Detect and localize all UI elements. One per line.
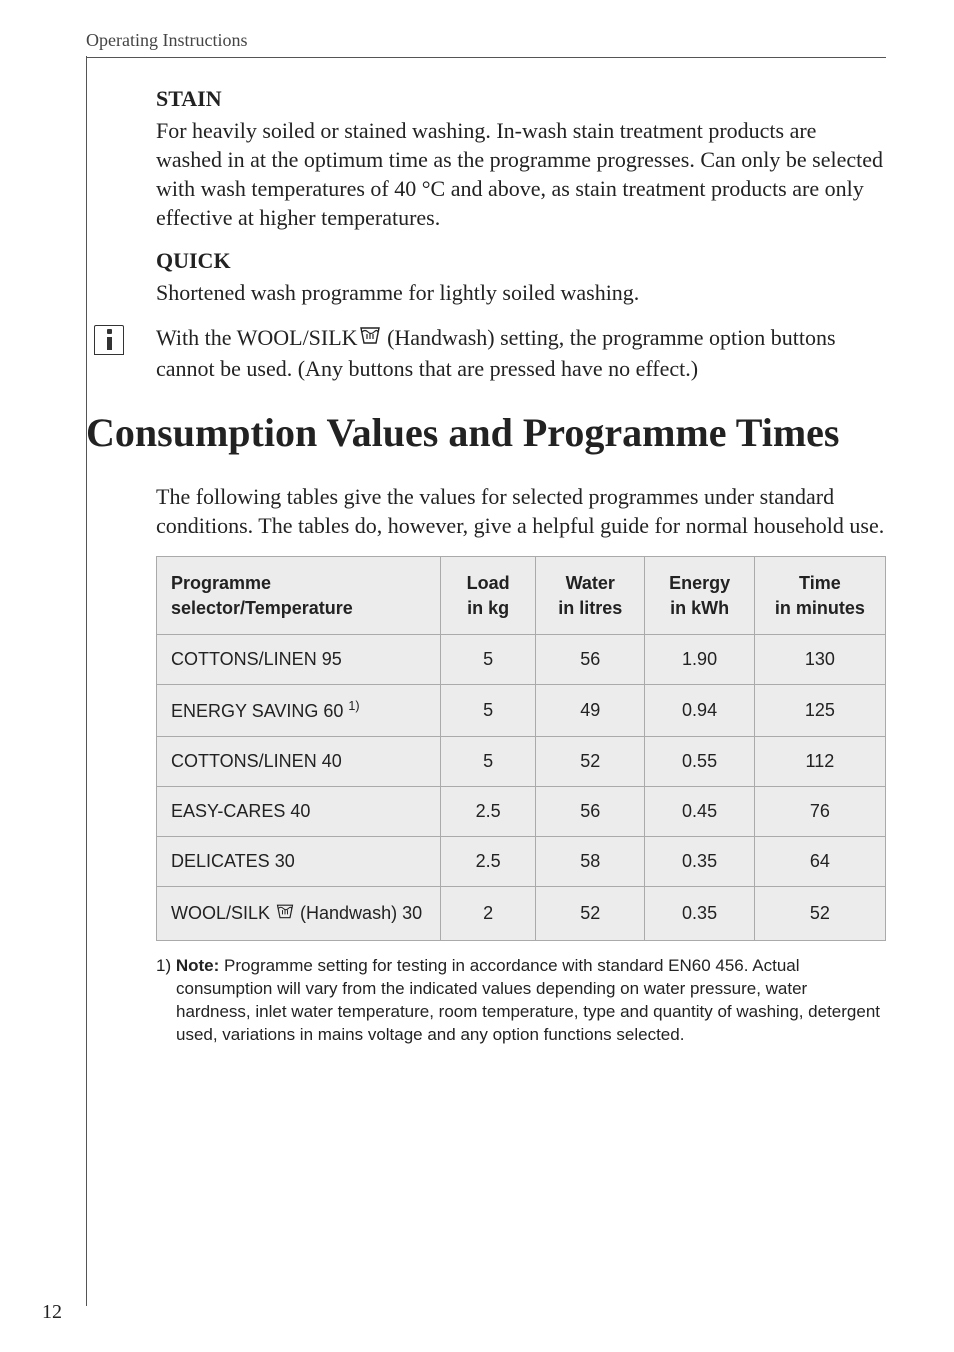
cell-time: 125 xyxy=(754,684,885,736)
cell-load: 5 xyxy=(441,684,536,736)
cell-load: 2.5 xyxy=(441,786,536,836)
table-row: ENERGY SAVING 60 1)5490.94125 xyxy=(157,684,886,736)
table-row: WOOL/SILK (Handwash) 302520.3552 xyxy=(157,886,886,940)
info-note-pre: With the WOOL/SILK xyxy=(156,325,358,350)
table-row: DELICATES 302.5580.3564 xyxy=(157,836,886,886)
content-block: STAIN For heavily soiled or stained wash… xyxy=(156,86,886,1047)
cell-water: 58 xyxy=(536,836,645,886)
cell-energy: 1.90 xyxy=(645,634,754,684)
page-number: 12 xyxy=(42,1301,62,1324)
cell-time: 76 xyxy=(754,786,885,836)
cell-programme: EASY-CARES 40 xyxy=(157,786,441,836)
th-time: Timein minutes xyxy=(754,557,885,635)
cell-energy: 0.35 xyxy=(645,886,754,940)
main-heading: Consumption Values and Programme Times xyxy=(86,409,886,456)
cell-programme: ENERGY SAVING 60 1) xyxy=(157,684,441,736)
info-note: With the WOOL/SILK (Handwash) setting, t… xyxy=(156,323,886,383)
cell-water: 52 xyxy=(536,736,645,786)
footnote-bold: Note: xyxy=(176,956,219,975)
cell-energy: 0.35 xyxy=(645,836,754,886)
page: Operating Instructions STAIN For heavily… xyxy=(86,30,886,1047)
handwash-icon xyxy=(358,323,382,354)
cell-programme: COTTONS/LINEN 95 xyxy=(157,634,441,684)
cell-programme: WOOL/SILK (Handwash) 30 xyxy=(157,886,441,940)
cell-load: 5 xyxy=(441,736,536,786)
cell-energy: 0.45 xyxy=(645,786,754,836)
stain-heading: STAIN xyxy=(156,86,886,112)
table-header-row: Programme selector/Temperature Loadin kg… xyxy=(157,557,886,635)
quick-body: Shortened wash programme for lightly soi… xyxy=(156,278,886,307)
cell-time: 112 xyxy=(754,736,885,786)
cell-load: 2 xyxy=(441,886,536,940)
cell-load: 5 xyxy=(441,634,536,684)
th-load: Loadin kg xyxy=(441,557,536,635)
th-energy: Energyin kWh xyxy=(645,557,754,635)
footnote-marker: 1) xyxy=(156,956,171,975)
cell-water: 52 xyxy=(536,886,645,940)
handwash-icon xyxy=(275,901,295,926)
cell-energy: 0.55 xyxy=(645,736,754,786)
cell-water: 49 xyxy=(536,684,645,736)
cell-load: 2.5 xyxy=(441,836,536,886)
cell-time: 52 xyxy=(754,886,885,940)
stain-body: For heavily soiled or stained washing. I… xyxy=(156,116,886,232)
cell-water: 56 xyxy=(536,634,645,684)
info-icon xyxy=(94,325,124,355)
table-row: COTTONS/LINEN 955561.90130 xyxy=(157,634,886,684)
cell-time: 64 xyxy=(754,836,885,886)
cell-water: 56 xyxy=(536,786,645,836)
footnote: 1) Note: Programme setting for testing i… xyxy=(156,955,886,1047)
intro-body: The following tables give the values for… xyxy=(156,482,886,540)
table-row: COTTONS/LINEN 405520.55112 xyxy=(157,736,886,786)
running-head: Operating Instructions xyxy=(86,30,886,58)
cell-energy: 0.94 xyxy=(645,684,754,736)
footnote-text: Programme setting for testing in accorda… xyxy=(176,956,880,1044)
table-row: EASY-CARES 402.5560.4576 xyxy=(157,786,886,836)
cell-time: 130 xyxy=(754,634,885,684)
consumption-table: Programme selector/Temperature Loadin kg… xyxy=(156,556,886,941)
th-programme: Programme selector/Temperature xyxy=(157,557,441,635)
cell-programme: DELICATES 30 xyxy=(157,836,441,886)
th-water: Waterin litres xyxy=(536,557,645,635)
quick-heading: QUICK xyxy=(156,248,886,274)
cell-programme: COTTONS/LINEN 40 xyxy=(157,736,441,786)
